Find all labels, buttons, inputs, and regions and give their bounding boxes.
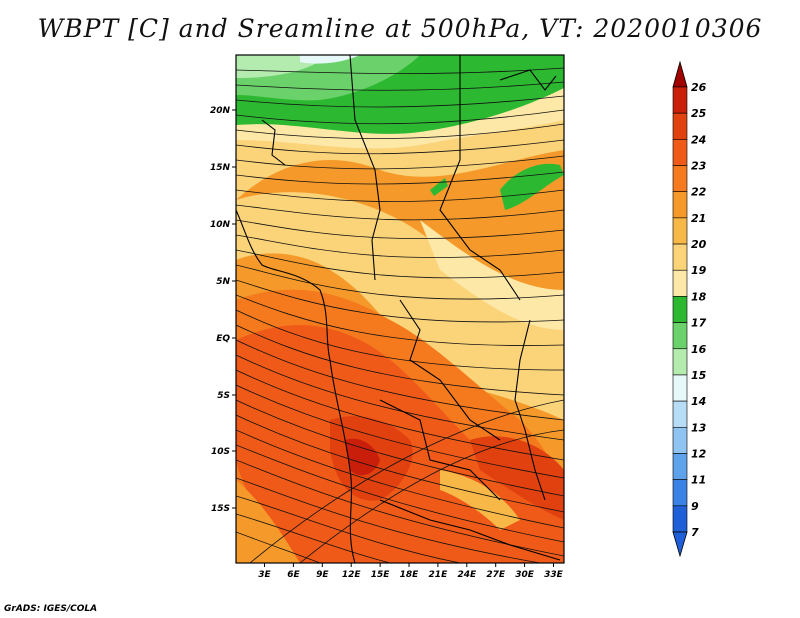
- colorbar-label: 9: [691, 500, 699, 513]
- lon-tick-label: 6E: [287, 570, 300, 580]
- lat-tick-label: 10N: [210, 220, 231, 230]
- colorbar-label: 26: [691, 81, 707, 94]
- lat-tick-label: EQ: [216, 334, 230, 344]
- colorbar-label: 7: [691, 526, 699, 539]
- colorbar-min-arrow: [672, 531, 688, 558]
- lat-tick-label: 20N: [210, 106, 231, 116]
- lat-tick-label: 15N: [210, 163, 231, 173]
- colorbar-bin: [672, 400, 688, 428]
- grads-credit: GrADS: IGES/COLA: [4, 604, 98, 614]
- colorbar-label: 13: [691, 421, 707, 434]
- colorbar-bin: [672, 217, 688, 245]
- lat-tick-label: 15S: [211, 504, 230, 514]
- colorbar-bin: [672, 269, 688, 297]
- colorbar-bin: [672, 479, 688, 507]
- lon-tick-label: 15E: [371, 570, 391, 580]
- colorbar-bin: [672, 139, 688, 166]
- colorbar-label: 19: [691, 264, 707, 277]
- lat-tick-label: 10S: [211, 447, 230, 457]
- lon-tick-label: 21E: [429, 570, 449, 580]
- colorbar-label: 12: [691, 447, 707, 460]
- lon-tick-label: 33E: [544, 570, 564, 580]
- colorbar-label: 18: [691, 290, 707, 303]
- lon-tick-label: 24E: [457, 570, 477, 580]
- lon-tick-label: 30E: [515, 570, 535, 580]
- lon-tick-label: 27E: [486, 570, 506, 580]
- latitude-axis: 20N 15N 10N 5N EQ 5S 10S 15S: [210, 106, 236, 514]
- map-frame: [235, 54, 565, 564]
- wbpt-shading: [236, 55, 564, 563]
- colorbar-bin: [672, 426, 688, 454]
- colorbar-bin: [672, 505, 688, 533]
- colorbar-bin: [672, 112, 688, 140]
- colorbar-bin: [672, 243, 688, 271]
- country-borders: [236, 55, 561, 563]
- lat-tick-label: 5N: [216, 277, 230, 287]
- lon-tick-label: 18E: [400, 570, 420, 580]
- colorbar-bin: [672, 453, 688, 480]
- colorbar-label: 21: [691, 212, 706, 225]
- colorbar-bin: [672, 86, 688, 114]
- lon-tick-label: 9E: [316, 570, 329, 580]
- longitude-axis: 3E 6E 9E 12E 15E 18E 21E 24E 27E 30E 33E: [258, 563, 564, 580]
- colorbar-label: 17: [691, 317, 707, 330]
- colorbar-label: 11: [691, 474, 706, 487]
- colorbar-max-arrow: [672, 60, 688, 88]
- colorbar-label: 16: [691, 343, 707, 356]
- colorbar-bin: [672, 374, 688, 402]
- colorbar-bin: [672, 296, 688, 323]
- colorbar-label: 25: [691, 107, 707, 120]
- colorbar-bin: [672, 165, 688, 193]
- streamlines: [236, 67, 564, 563]
- colorbar: 26 25 24 23 22 21 20 19 18 17 16 15 14 13 12 11 9 7: [672, 60, 707, 558]
- colorbar-label: 22: [691, 186, 707, 199]
- colorbar-bin: [672, 191, 688, 219]
- lon-tick-label: 3E: [258, 570, 271, 580]
- colorbar-bin: [672, 322, 688, 350]
- colorbar-label: 23: [691, 160, 707, 173]
- map-title: WBPT [C] and Sreamline at 500hPa, VT: 20…: [37, 14, 763, 43]
- lat-tick-label: 5S: [217, 391, 230, 401]
- lon-tick-label: 12E: [342, 570, 362, 580]
- colorbar-label: 24: [691, 133, 706, 146]
- colorbar-label: 14: [691, 395, 706, 408]
- colorbar-bin: [672, 348, 688, 376]
- colorbar-label: 15: [691, 369, 707, 382]
- colorbar-label: 20: [691, 238, 707, 251]
